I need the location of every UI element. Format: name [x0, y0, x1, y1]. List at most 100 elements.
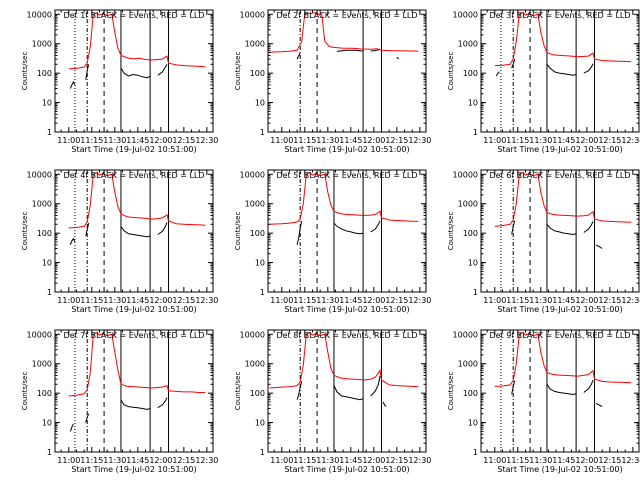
plot-frame: [480, 169, 640, 293]
y-tick-label: 1000: [32, 200, 52, 209]
y-axis-label: Counts/sec: [21, 212, 29, 251]
x-tick-label: 11:15: [293, 136, 316, 145]
series-line-events: [495, 71, 500, 77]
x-tick-label: 11:00: [483, 456, 506, 465]
x-tick-label: 11:45: [339, 456, 362, 465]
series-events: [511, 220, 603, 249]
x-tick-label: 11:15: [293, 456, 316, 465]
series-line-lld: [68, 12, 206, 70]
x-tick-label: 12:15: [598, 456, 621, 465]
series-events: [69, 397, 168, 432]
series-line-events: [583, 379, 594, 393]
x-tick-label: 12:30: [621, 136, 640, 145]
series-line-events: [595, 402, 603, 408]
x-tick-label: 11:30: [529, 296, 552, 305]
x-tick-label: 12:30: [621, 456, 640, 465]
x-tick-label: 12:30: [408, 136, 431, 145]
series-lld: [269, 11, 419, 53]
series-line-lld: [68, 171, 206, 229]
series-lld: [269, 331, 419, 389]
x-tick-label: 12:15: [172, 136, 195, 145]
x-tick-label: 12:15: [598, 136, 621, 145]
x-tick-label: 11:45: [552, 136, 575, 145]
x-tick-label: 12:15: [172, 296, 195, 305]
series-line-events: [336, 49, 364, 52]
y-tick-label: 10000: [27, 170, 52, 179]
x-tick-label: 12:00: [149, 296, 172, 305]
x-tick-label: 11:15: [506, 456, 529, 465]
series-line-events: [333, 385, 364, 401]
series-line-events: [511, 220, 516, 235]
series-line-lld: [494, 331, 632, 387]
x-axis-label: Start Time (19-Jul-02 10:51:00): [71, 305, 196, 314]
series-line-events: [157, 222, 168, 235]
y-tick-label: 1000: [245, 360, 265, 369]
y-tick-label: 10000: [453, 10, 478, 19]
y-tick-label: 10: [42, 419, 52, 428]
series-line-events: [595, 244, 603, 249]
x-tick-label: 11:30: [103, 296, 126, 305]
y-axis-label: Counts/sec: [447, 212, 455, 251]
y-tick-label: 10: [468, 99, 478, 108]
x-tick-label: 12:00: [575, 296, 598, 305]
y-tick-label: 1000: [32, 40, 52, 49]
chart-title: Det 5f BLACK = Events, RED = LLD: [276, 171, 417, 180]
series-line-events: [120, 399, 151, 410]
series-line-events: [85, 222, 90, 237]
x-tick-label: 11:15: [506, 136, 529, 145]
y-tick-label: 10: [468, 259, 478, 268]
series-line-events: [511, 58, 516, 69]
x-tick-label: 12:30: [408, 296, 431, 305]
x-tick-label: 11:15: [80, 456, 103, 465]
x-tick-label: 12:00: [149, 456, 172, 465]
chart-title: Det 6f BLACK = Events, RED = LLD: [489, 171, 630, 180]
y-tick-label: 10000: [27, 10, 52, 19]
y-axis-label: Counts/sec: [447, 372, 455, 411]
x-tick-label: 12:00: [362, 456, 385, 465]
panel-5: 1 10 100 1000 10000 11:00 11:15 11:30 11:45 12:00…: [234, 169, 431, 314]
series-events: [69, 222, 168, 246]
y-tick-label: 10000: [453, 170, 478, 179]
y-tick-label: 100: [463, 389, 478, 398]
series-line-events: [85, 413, 90, 423]
y-tick-label: 1: [473, 448, 478, 457]
series-line-events: [396, 56, 399, 60]
y-tick-label: 10000: [453, 330, 478, 339]
x-tick-label: 11:30: [103, 136, 126, 145]
x-axis-label: Start Time (19-Jul-02 10:51:00): [497, 305, 622, 314]
x-tick-label: 11:45: [126, 456, 149, 465]
y-tick-label: 1000: [245, 200, 265, 209]
x-tick-label: 11:00: [57, 296, 80, 305]
x-tick-label: 12:15: [598, 296, 621, 305]
x-tick-label: 11:00: [270, 136, 293, 145]
series-line-lld: [68, 331, 206, 397]
x-tick-label: 12:15: [385, 136, 408, 145]
y-tick-label: 100: [250, 69, 265, 78]
y-tick-label: 1000: [458, 200, 478, 209]
x-tick-label: 11:45: [339, 296, 362, 305]
x-axis-label: Start Time (19-Jul-02 10:51:00): [497, 145, 622, 154]
series-line-events: [546, 63, 577, 76]
chart-title: Det 2f BLACK = Events, RED = LLD: [276, 11, 417, 20]
panel-1: 1 10 100 1000 10000 11:00 11:15 11:30 11:45 12:00…: [21, 9, 218, 154]
y-tick-label: 10000: [240, 10, 265, 19]
series-events: [296, 376, 387, 407]
y-tick-label: 1: [47, 448, 52, 457]
x-tick-label: 11:30: [103, 456, 126, 465]
y-axis-label: Counts/sec: [234, 52, 242, 91]
y-tick-label: 100: [37, 69, 52, 78]
series-line-events: [546, 384, 577, 396]
series-line-events: [333, 222, 364, 235]
x-tick-label: 11:45: [339, 136, 362, 145]
plot-frame: [54, 169, 214, 293]
series-line-events: [157, 397, 168, 409]
chart-title: Det 1f BLACK = Events, RED = LLD: [63, 11, 204, 20]
x-tick-label: 12:30: [621, 296, 640, 305]
series-line-events: [120, 226, 151, 238]
series-events: [296, 220, 381, 246]
y-tick-label: 1: [473, 288, 478, 297]
y-tick-label: 10: [468, 419, 478, 428]
y-tick-label: 1: [47, 128, 52, 137]
series-lld: [494, 171, 632, 227]
